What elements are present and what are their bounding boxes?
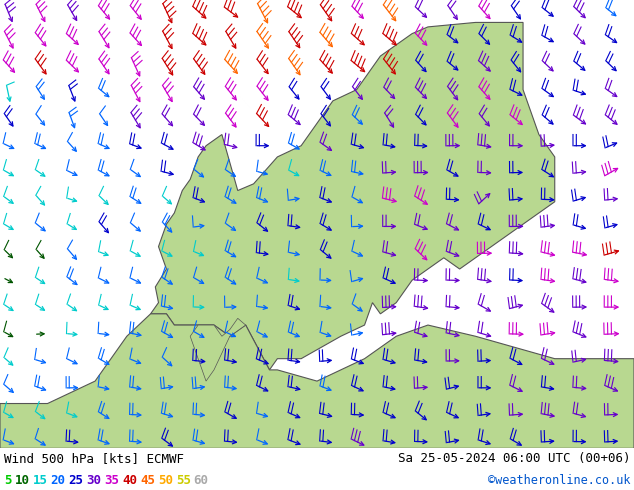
Text: 15: 15: [32, 474, 48, 487]
Text: ©weatheronline.co.uk: ©weatheronline.co.uk: [488, 474, 630, 487]
Text: 35: 35: [104, 474, 119, 487]
Polygon shape: [0, 314, 634, 448]
Text: 10: 10: [15, 474, 30, 487]
Text: 20: 20: [51, 474, 65, 487]
Polygon shape: [190, 318, 246, 381]
Text: Sa 25-05-2024 06:00 UTC (00+06): Sa 25-05-2024 06:00 UTC (00+06): [398, 452, 630, 466]
Polygon shape: [150, 23, 555, 370]
Text: Wind 500 hPa [kts] ECMWF: Wind 500 hPa [kts] ECMWF: [4, 452, 184, 466]
Text: 60: 60: [194, 474, 209, 487]
Text: 25: 25: [68, 474, 84, 487]
Text: 40: 40: [122, 474, 137, 487]
Text: 30: 30: [86, 474, 101, 487]
Text: 50: 50: [158, 474, 173, 487]
Text: 45: 45: [140, 474, 155, 487]
Text: 55: 55: [176, 474, 191, 487]
Text: 5: 5: [4, 474, 11, 487]
